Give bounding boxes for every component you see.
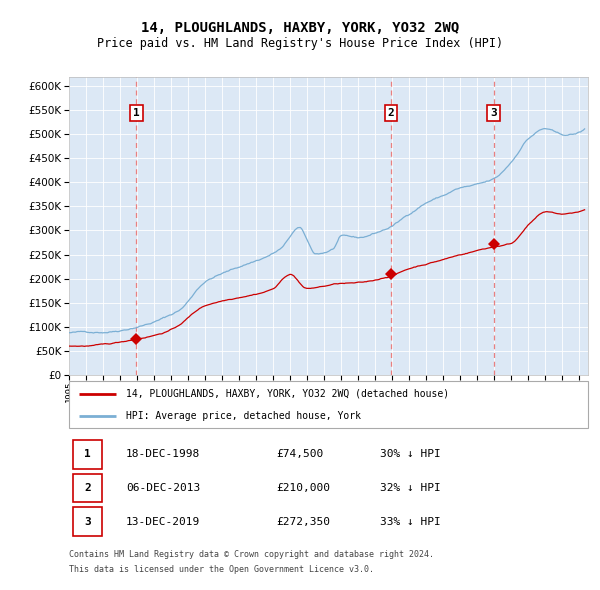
Text: This data is licensed under the Open Government Licence v3.0.: This data is licensed under the Open Gov… <box>69 565 374 574</box>
Bar <box>73 474 101 502</box>
Text: HPI: Average price, detached house, York: HPI: Average price, detached house, York <box>126 411 361 421</box>
Text: 1: 1 <box>133 108 140 118</box>
Text: 14, PLOUGHLANDS, HAXBY, YORK, YO32 2WQ: 14, PLOUGHLANDS, HAXBY, YORK, YO32 2WQ <box>141 21 459 35</box>
Text: 2: 2 <box>84 483 91 493</box>
Text: 14, PLOUGHLANDS, HAXBY, YORK, YO32 2WQ (detached house): 14, PLOUGHLANDS, HAXBY, YORK, YO32 2WQ (… <box>126 389 449 399</box>
Text: 13-DEC-2019: 13-DEC-2019 <box>126 517 200 527</box>
Text: £74,500: £74,500 <box>277 450 324 460</box>
Text: Price paid vs. HM Land Registry's House Price Index (HPI): Price paid vs. HM Land Registry's House … <box>97 37 503 50</box>
Text: £272,350: £272,350 <box>277 517 331 527</box>
Text: 3: 3 <box>84 517 91 527</box>
Text: 3: 3 <box>490 108 497 118</box>
Text: 06-DEC-2013: 06-DEC-2013 <box>126 483 200 493</box>
Text: 32% ↓ HPI: 32% ↓ HPI <box>380 483 441 493</box>
Bar <box>73 507 101 536</box>
Text: £210,000: £210,000 <box>277 483 331 493</box>
Text: 33% ↓ HPI: 33% ↓ HPI <box>380 517 441 527</box>
Text: 30% ↓ HPI: 30% ↓ HPI <box>380 450 441 460</box>
Text: 1: 1 <box>84 450 91 460</box>
Bar <box>73 440 101 468</box>
Text: 18-DEC-1998: 18-DEC-1998 <box>126 450 200 460</box>
Text: Contains HM Land Registry data © Crown copyright and database right 2024.: Contains HM Land Registry data © Crown c… <box>69 550 434 559</box>
Text: 2: 2 <box>388 108 394 118</box>
